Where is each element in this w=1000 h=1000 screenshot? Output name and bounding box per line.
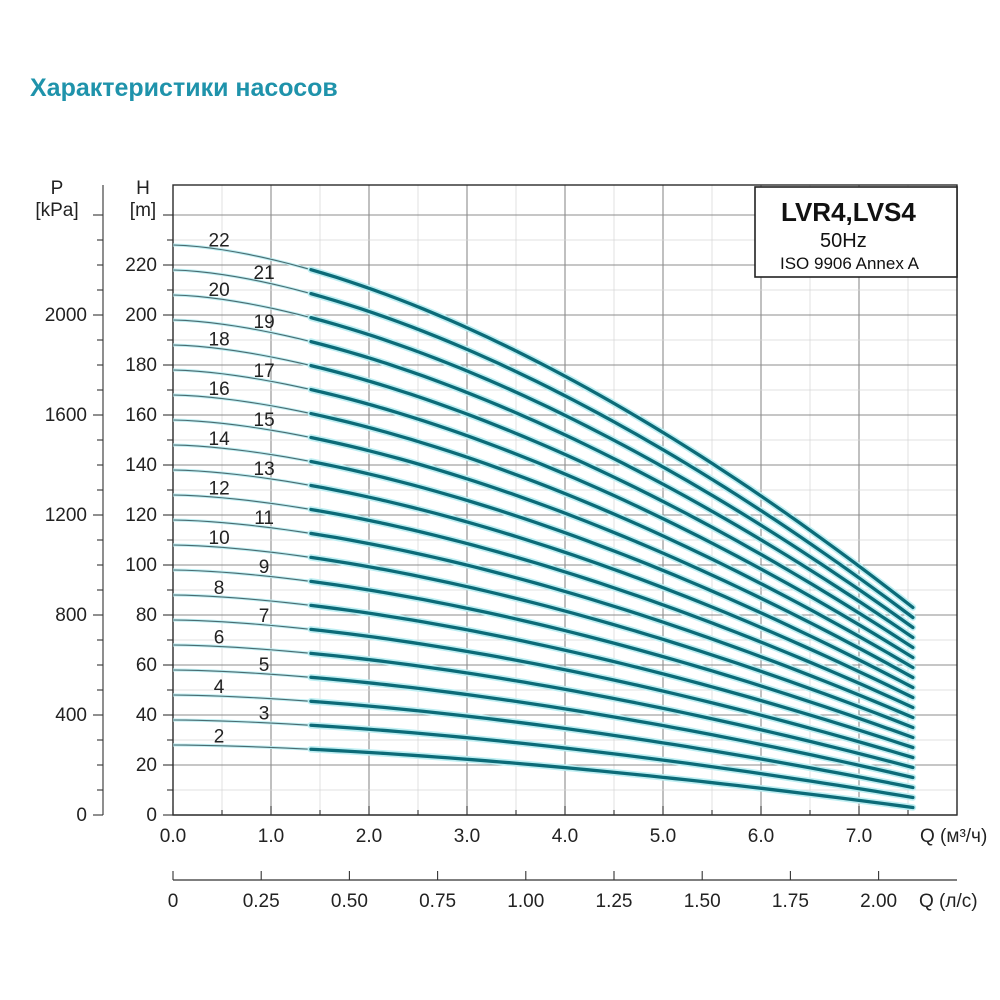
svg-text:80: 80 xyxy=(136,605,157,626)
svg-text:400: 400 xyxy=(55,705,87,726)
svg-text:20: 20 xyxy=(136,755,157,776)
svg-text:0: 0 xyxy=(168,891,179,912)
svg-text:120: 120 xyxy=(125,505,157,526)
svg-text:7.0: 7.0 xyxy=(846,826,872,847)
svg-text:9: 9 xyxy=(259,557,270,578)
svg-text:3.0: 3.0 xyxy=(454,826,480,847)
svg-text:Характеристики насосов: Характеристики насосов xyxy=(30,74,338,102)
svg-text:6.0: 6.0 xyxy=(748,826,774,847)
svg-text:18: 18 xyxy=(209,330,230,351)
svg-text:1.75: 1.75 xyxy=(772,891,809,912)
svg-text:Q (л/с): Q (л/с) xyxy=(919,891,978,912)
svg-text:60: 60 xyxy=(136,655,157,676)
svg-text:8: 8 xyxy=(214,578,225,599)
svg-text:17: 17 xyxy=(254,361,275,382)
svg-text:0.25: 0.25 xyxy=(243,891,280,912)
svg-text:19: 19 xyxy=(254,312,275,333)
svg-text:40: 40 xyxy=(136,705,157,726)
svg-text:2.00: 2.00 xyxy=(860,891,897,912)
svg-text:160: 160 xyxy=(125,405,157,426)
svg-text:200: 200 xyxy=(125,305,157,326)
svg-text:ISO 9906 Annex A: ISO 9906 Annex A xyxy=(780,254,920,273)
svg-text:22: 22 xyxy=(209,230,230,251)
svg-text:6: 6 xyxy=(214,627,225,648)
svg-text:0.50: 0.50 xyxy=(331,891,368,912)
svg-text:100: 100 xyxy=(125,555,157,576)
svg-text:1.50: 1.50 xyxy=(684,891,721,912)
svg-text:10: 10 xyxy=(209,528,230,549)
svg-text:0: 0 xyxy=(146,805,157,826)
svg-text:LVR4,LVS4: LVR4,LVS4 xyxy=(781,197,916,227)
svg-text:0.0: 0.0 xyxy=(160,826,186,847)
svg-text:[kPa]: [kPa] xyxy=(35,200,78,221)
svg-text:[m]: [m] xyxy=(130,200,156,221)
svg-text:12: 12 xyxy=(209,479,230,500)
svg-text:P: P xyxy=(51,178,64,199)
svg-text:14: 14 xyxy=(209,429,231,450)
svg-text:15: 15 xyxy=(254,410,275,431)
svg-text:21: 21 xyxy=(254,263,275,284)
svg-text:140: 140 xyxy=(125,455,157,476)
svg-text:1600: 1600 xyxy=(45,405,87,426)
svg-text:0: 0 xyxy=(76,805,87,826)
svg-text:1.25: 1.25 xyxy=(596,891,633,912)
svg-text:20: 20 xyxy=(209,280,230,301)
svg-text:2.0: 2.0 xyxy=(356,826,382,847)
svg-text:2000: 2000 xyxy=(45,305,87,326)
svg-text:4.0: 4.0 xyxy=(552,826,578,847)
svg-text:2: 2 xyxy=(214,727,225,748)
svg-text:H: H xyxy=(136,178,150,199)
svg-text:Q (м³/ч): Q (м³/ч) xyxy=(920,826,987,847)
svg-text:220: 220 xyxy=(125,255,157,276)
svg-text:800: 800 xyxy=(55,605,87,626)
svg-text:7: 7 xyxy=(259,606,270,627)
svg-text:1.0: 1.0 xyxy=(258,826,284,847)
svg-text:180: 180 xyxy=(125,355,157,376)
svg-text:4: 4 xyxy=(214,677,225,698)
svg-text:5.0: 5.0 xyxy=(650,826,676,847)
svg-text:13: 13 xyxy=(254,459,275,480)
svg-text:1.00: 1.00 xyxy=(507,891,544,912)
svg-text:0.75: 0.75 xyxy=(419,891,456,912)
svg-text:3: 3 xyxy=(259,704,270,725)
svg-text:16: 16 xyxy=(209,379,230,400)
svg-text:50Hz: 50Hz xyxy=(820,230,867,252)
svg-text:11: 11 xyxy=(254,508,274,529)
svg-text:1200: 1200 xyxy=(45,505,87,526)
svg-text:5: 5 xyxy=(259,655,270,676)
